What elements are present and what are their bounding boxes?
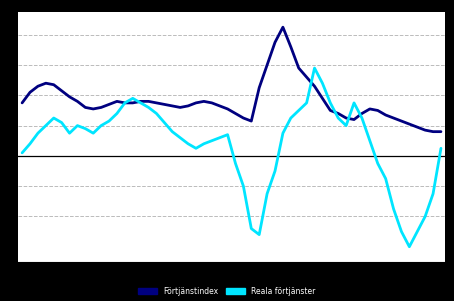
Legend: Förtjänstindex, Reala förtjänster: Förtjänstindex, Reala förtjänster [138, 287, 316, 296]
